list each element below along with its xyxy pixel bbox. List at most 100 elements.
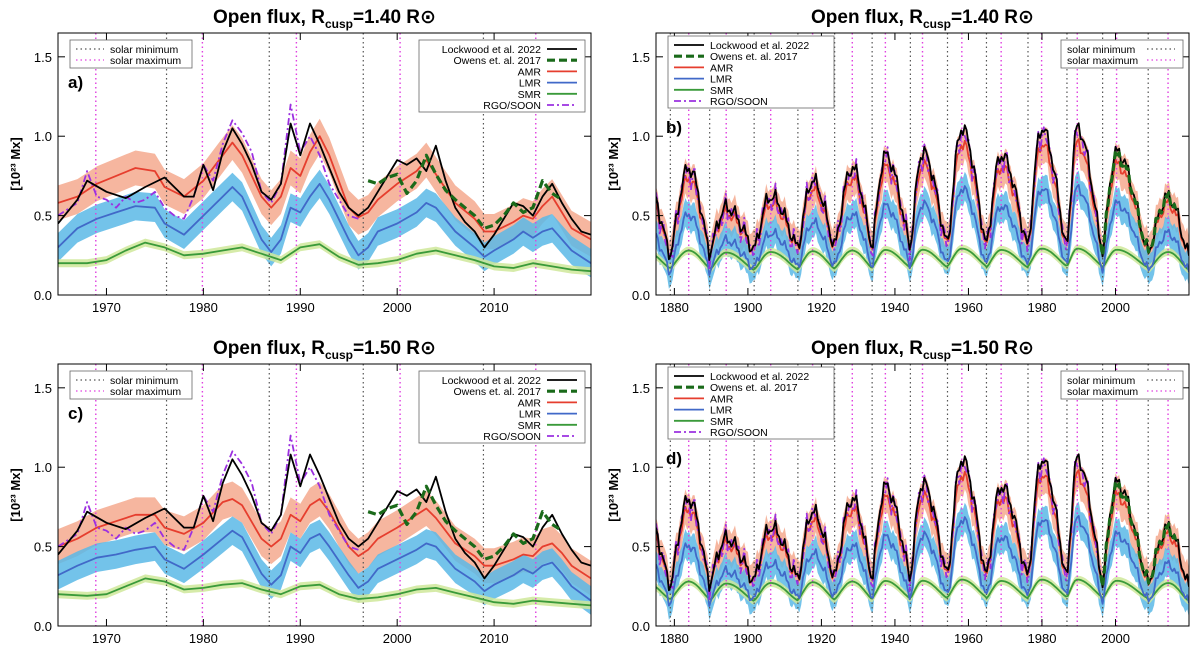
legend-label: Owens et. al. 2017 [453,386,541,398]
legend-label: solar minimum [1067,44,1136,56]
y-tick-label: 0.5 [632,209,650,224]
legend-label: Lockwood et al. 2022 [710,371,809,383]
x-tick-label: 1940 [880,300,909,315]
legend-label: SMR [710,85,734,97]
legend-label: solar maximum [1067,55,1138,67]
y-axis-label: [10²³ Mx] [8,137,23,190]
band-lmr [58,516,591,615]
band-smr [656,244,1189,274]
band-smr [58,238,591,276]
legend-label: AMR [518,397,542,409]
x-tick-label: 2000 [383,300,412,315]
legend-label: RGO/SOON [710,96,768,108]
chart-title: Open flux, Rcusp=1.50 R⊙ [213,338,436,362]
legend-label: AMR [710,393,734,405]
series-lockwood-et-al-2022 [58,453,591,580]
panel-label: c) [68,404,83,423]
y-axis-label: [10²³ Mx] [606,137,621,190]
legend-label: Owens et. al. 2017 [453,55,541,67]
legend-label: solar maximum [110,55,181,67]
legend-label: RGO/SOON [710,427,768,439]
series-lockwood-et-al-2022 [58,122,591,249]
legend-label: SMR [518,420,542,432]
plot-frame [655,32,1190,296]
series-lockwood-et-al-2022 [656,453,1189,592]
y-tick-label: 1.5 [632,50,650,65]
x-tick-label: 1980 [189,300,218,315]
x-tick-label: 1980 [189,631,218,646]
legend-label: AMR [710,62,734,74]
legend-label: LMR [710,74,733,86]
y-tick-label: 1.0 [34,129,52,144]
legend-label: SMR [710,416,734,428]
series-rgo-soon [58,103,359,220]
x-tick-label: 1920 [807,631,836,646]
plot-area [58,364,591,626]
x-tick-label: 1880 [660,300,689,315]
legend-label: Lockwood et al. 2022 [442,44,541,56]
band-smr [656,575,1189,605]
x-tick-label: 2000 [1101,300,1130,315]
y-tick-label: 0.5 [34,540,52,555]
plot-area [656,364,1189,626]
x-tick-label: 1980 [1028,300,1057,315]
y-tick-label: 1.5 [632,381,650,396]
x-tick-label: 1970 [92,631,121,646]
legend-label: solar minimum [110,44,179,56]
legend-label: LMR [519,409,542,421]
panel-label: a) [68,73,83,92]
legend-label: SMR [518,89,542,101]
y-tick-label: 0.5 [34,209,52,224]
legend-label: LMR [519,78,542,90]
legend-label: solar minimum [110,375,179,387]
legend-label: RGO/SOON [483,431,541,443]
series-owens-et-al-2017 [1099,480,1179,588]
panel-label: b) [666,118,682,137]
series-owens-et-al-2017 [367,153,563,230]
chart-title: Open flux, Rcusp=1.50 R⊙ [811,338,1034,362]
y-tick-label: 0.0 [34,288,52,303]
series-lockwood-et-al-2022 [656,122,1189,261]
plot-frame [655,363,1190,627]
panel-b: 1880 1900 1920 1940 1960 1980 2000 0.0 0.5 1.0 1.5… [606,7,1190,315]
x-tick-label: 2010 [480,300,509,315]
series-smr [58,577,591,607]
legend-label: solar maximum [110,386,181,398]
plot-frame [57,363,592,627]
plot-area [58,33,591,295]
x-tick-label: 1990 [286,300,315,315]
series-lmr [656,515,1189,607]
x-tick-label: 1920 [807,300,836,315]
x-tick-label: 1940 [880,631,909,646]
y-tick-label: 1.0 [632,460,650,475]
panel-c: 1970 1980 1990 2000 2010 0.0 0.5 1.0 1.5 [10²³ Mx… [8,338,592,646]
y-tick-label: 1.5 [34,381,52,396]
y-axis-label: [10²³ Mx] [606,468,621,521]
plot-frame [57,32,592,296]
x-tick-label: 2010 [480,631,509,646]
legend-label: Lockwood et al. 2022 [442,375,541,387]
x-tick-label: 2000 [1101,631,1130,646]
x-tick-label: 1880 [660,631,689,646]
y-tick-label: 0.0 [632,619,650,634]
panel-a: 1970 1980 1990 2000 2010 0.0 0.5 1.0 1.5 [10²³ Mx… [8,7,592,315]
legend-label: AMR [518,66,542,78]
x-tick-label: 1960 [954,631,983,646]
legend-label: Lockwood et al. 2022 [710,40,809,52]
plot-area [656,33,1189,295]
legend-label: solar minimum [1067,375,1136,387]
y-tick-label: 1.5 [34,50,52,65]
x-tick-label: 1990 [286,631,315,646]
series-smr [58,241,591,273]
x-tick-label: 1960 [954,300,983,315]
legend-label: LMR [710,405,733,417]
y-tick-label: 0.0 [34,619,52,634]
series-owens-et-al-2017 [1099,149,1179,257]
